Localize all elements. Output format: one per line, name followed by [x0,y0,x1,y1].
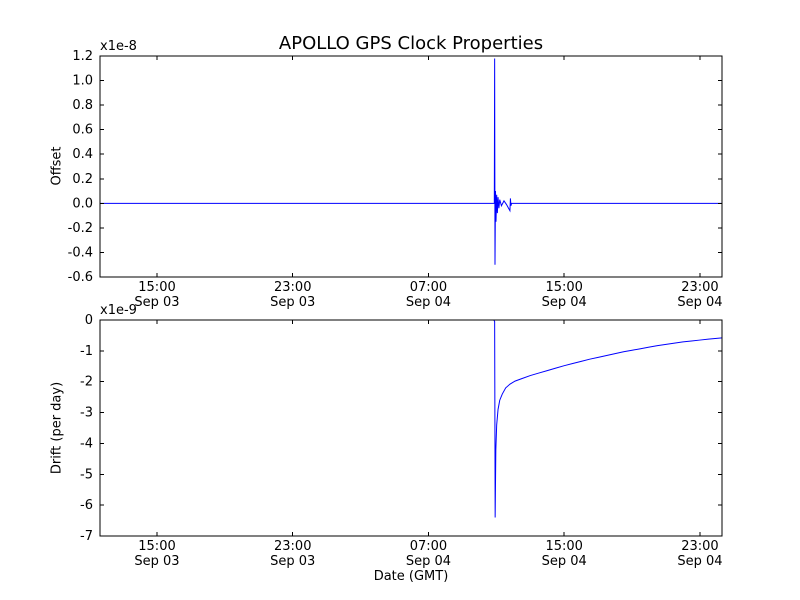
y-tick-label: 0 [85,313,93,328]
data-line-clock-offset [100,58,722,265]
x-tick-label: 07:00 [410,280,447,295]
y-tick-label: -1 [80,344,93,359]
data-line-clock-drift [100,320,722,518]
y-tick-label: 1.2 [72,49,93,64]
x-tick-label: 15:00 [545,280,582,295]
x-tick-label: Sep 04 [406,554,451,569]
x-tick-label: 15:00 [138,539,175,554]
x-tick-label: 23:00 [681,539,718,554]
x-tick-label: 23:00 [274,280,311,295]
y-tick-label: 0.2 [72,172,93,187]
chart-title: APOLLO GPS Clock Properties [278,33,544,54]
bottom-y-scale-label: x1e-9 [100,303,137,318]
y-tick-label: -0.2 [68,221,93,236]
x-tick-label: 07:00 [410,539,447,554]
y-tick-label: -0.4 [68,245,93,260]
x-axis-label: Date (GMT) [373,569,449,584]
x-tick-label: 23:00 [681,280,718,295]
y-tick-label: 0.6 [72,123,93,138]
x-tick-label: Sep 04 [406,295,451,310]
y-tick-label: -0.6 [68,270,93,285]
x-tick-label: 23:00 [274,539,311,554]
x-tick-label: Sep 04 [677,295,722,310]
x-tick-label: Sep 03 [270,295,315,310]
x-tick-label: Sep 03 [134,295,179,310]
x-tick-label: Sep 04 [542,295,587,310]
y-tick-label: 0.0 [72,196,93,211]
top-y-scale-label: x1e-8 [100,39,137,54]
x-tick-label: Sep 04 [542,554,587,569]
y-tick-label: -5 [80,467,93,482]
x-tick-label: Sep 03 [134,554,179,569]
x-tick-label: 15:00 [138,280,175,295]
y-tick-label: -7 [80,529,93,544]
x-tick-label: Sep 04 [677,554,722,569]
x-tick-label: 15:00 [545,539,582,554]
x-tick-label: Sep 03 [270,554,315,569]
y-tick-label: 0.8 [72,98,93,113]
y-tick-label: -6 [80,498,93,513]
y-tick-label: 0.4 [72,147,93,162]
y-tick-label: -4 [80,436,93,451]
y-tick-label: 1.0 [72,74,93,89]
axes-frame [99,319,723,537]
y-tick-label: -3 [80,406,93,421]
y-tick-label: -2 [80,375,93,390]
axes-frame [99,55,723,278]
